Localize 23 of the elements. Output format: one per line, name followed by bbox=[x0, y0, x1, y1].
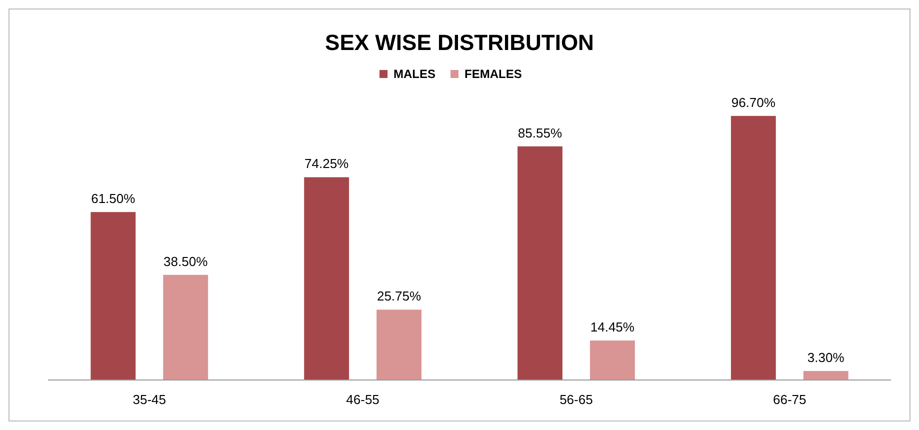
data-label: 74.25% bbox=[304, 156, 350, 172]
chart-title: SEX WISE DISTRIBUTION bbox=[325, 30, 594, 55]
data-label: 25.75% bbox=[376, 288, 422, 304]
bar bbox=[90, 212, 136, 380]
data-label: 38.50% bbox=[164, 254, 208, 269]
legend-label: MALES bbox=[394, 67, 436, 81]
bar bbox=[730, 116, 776, 380]
bar bbox=[590, 340, 635, 380]
x-tick-label: 56-65 bbox=[560, 392, 593, 407]
data-label: 61.50% bbox=[91, 191, 136, 206]
bar bbox=[803, 370, 848, 380]
bar bbox=[518, 146, 562, 380]
bar bbox=[304, 177, 350, 380]
bar bbox=[376, 310, 422, 380]
x-tick-label: 46-55 bbox=[346, 392, 380, 407]
data-label: 3.30% bbox=[807, 350, 845, 365]
data-label: 85.55% bbox=[518, 125, 562, 140]
x-tick-label: 35-45 bbox=[132, 392, 166, 407]
bar bbox=[163, 274, 208, 380]
data-label: 96.70% bbox=[731, 94, 776, 110]
x-tick-label: 66-75 bbox=[773, 392, 806, 407]
data-label: 14.45% bbox=[590, 320, 635, 335]
legend-label: FEMALES bbox=[464, 67, 522, 81]
